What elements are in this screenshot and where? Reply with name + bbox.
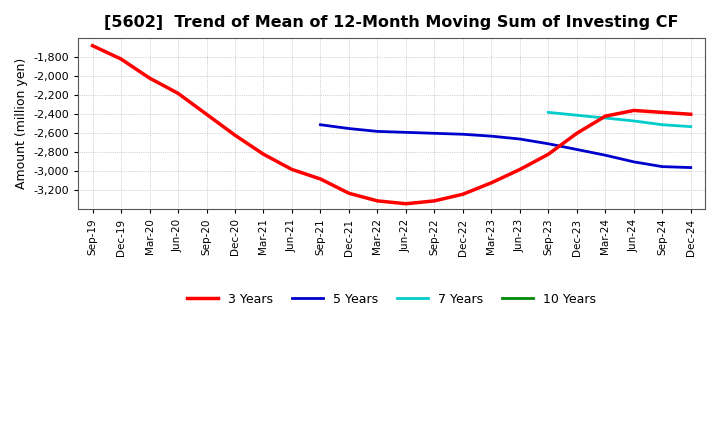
Line: 3 Years: 3 Years [93,46,690,204]
7 Years [686,124,695,129]
3 Years [230,132,239,138]
5 Years [686,165,695,170]
3 Years [686,112,695,117]
7 Years [658,122,667,127]
3 Years [487,180,495,185]
7 Years [629,118,638,124]
7 Years [572,113,581,118]
3 Years [601,114,610,119]
5 Years [544,141,553,147]
Line: 5 Years: 5 Years [320,125,690,168]
3 Years [174,91,182,96]
5 Years [601,153,610,158]
Title: [5602]  Trend of Mean of 12-Month Moving Sum of Investing CF: [5602] Trend of Mean of 12-Month Moving … [104,15,679,30]
5 Years [487,133,495,139]
5 Years [459,132,467,137]
Legend: 3 Years, 5 Years, 7 Years, 10 Years: 3 Years, 5 Years, 7 Years, 10 Years [182,288,601,311]
3 Years [629,108,638,113]
5 Years [316,122,325,127]
5 Years [572,147,581,152]
3 Years [658,110,667,115]
Y-axis label: Amount (million yen): Amount (million yen) [15,58,28,189]
5 Years [516,136,524,142]
3 Years [145,75,154,81]
5 Years [658,164,667,169]
3 Years [117,56,125,62]
3 Years [316,176,325,182]
3 Years [373,198,382,204]
3 Years [430,198,438,204]
3 Years [402,201,410,206]
3 Years [89,43,97,48]
3 Years [288,167,297,172]
7 Years [544,110,553,115]
3 Years [572,131,581,136]
3 Years [544,152,553,157]
3 Years [459,191,467,197]
5 Years [345,126,354,131]
5 Years [629,159,638,165]
3 Years [516,167,524,172]
7 Years [601,115,610,121]
3 Years [202,112,211,117]
5 Years [430,131,438,136]
3 Years [259,152,268,157]
3 Years [345,191,354,196]
Line: 7 Years: 7 Years [549,112,690,127]
5 Years [402,130,410,135]
5 Years [373,129,382,134]
